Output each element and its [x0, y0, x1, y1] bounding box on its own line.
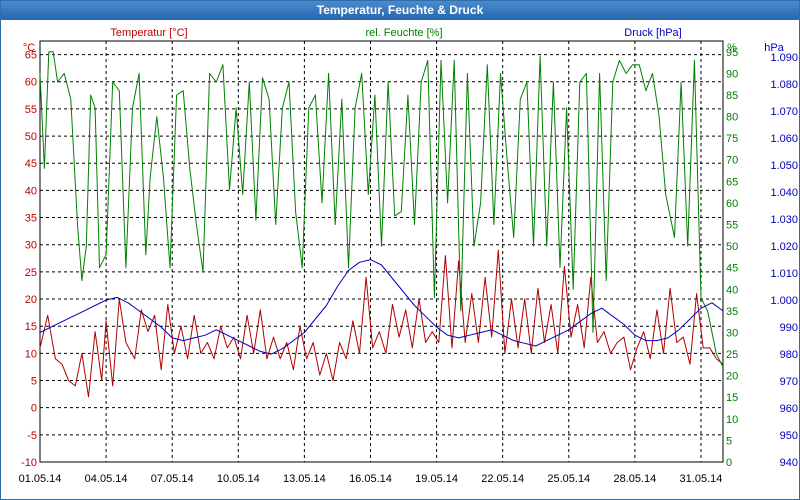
- pressure-tick-label: 1.050: [770, 160, 798, 172]
- x-tick-label: 01.05.14: [19, 473, 62, 485]
- humidity-tick-label: 60: [726, 198, 738, 210]
- pressure-tick-label: 1.000: [770, 295, 798, 307]
- temp-tick-label: 35: [25, 213, 37, 225]
- temp-tick-label: -10: [21, 457, 37, 469]
- humidity-tick-label: 45: [726, 263, 738, 275]
- x-tick-label: 13.05.14: [283, 473, 326, 485]
- temp-tick-label: 65: [25, 50, 37, 62]
- humidity-tick-label: 25: [726, 349, 738, 361]
- pressure-tick-label: 1.090: [770, 52, 798, 64]
- grid-lines: [40, 41, 723, 463]
- humidity-tick-label: 0: [726, 457, 732, 469]
- temp-tick-label: 40: [25, 185, 37, 197]
- humidity-tick-label: 65: [726, 176, 738, 188]
- window-title: Temperatur, Feuchte & Druck: [1, 1, 799, 20]
- legend-feuchte: rel. Feuchte [%]: [365, 27, 442, 39]
- temp-tick-label: -5: [27, 430, 37, 442]
- humidity-tick-label: 15: [726, 392, 738, 404]
- pressure-tick-label: 990: [780, 322, 798, 334]
- humidity-tick-label: 95: [726, 47, 738, 59]
- humidity-tick-label: 80: [726, 112, 738, 124]
- pressure-tick-label: 970: [780, 376, 798, 388]
- x-tick-label: 16.05.14: [349, 473, 392, 485]
- temp-unit-label: °C: [23, 42, 35, 54]
- humidity-tick-label: 35: [726, 306, 738, 318]
- temp-tick-label: 15: [25, 321, 37, 333]
- x-tick-label: 07.05.14: [151, 473, 194, 485]
- humidity-tick-label: 40: [726, 284, 738, 296]
- humidity-tick-label: 30: [726, 327, 738, 339]
- pressure-tick-label: 1.070: [770, 106, 798, 118]
- x-tick-label: 31.05.14: [680, 473, 723, 485]
- pressure-tick-label: 940: [780, 457, 798, 469]
- x-tick-label: 22.05.14: [481, 473, 524, 485]
- humidity-tick-label: 85: [726, 90, 738, 102]
- pressure-tick-label: 1.010: [770, 268, 798, 280]
- humidity-series-line: [39, 51, 724, 368]
- temp-tick-label: 10: [25, 348, 37, 360]
- temp-tick-label: 20: [25, 294, 37, 306]
- temp-tick-label: 0: [31, 403, 37, 415]
- temp-tick-label: 5: [31, 376, 37, 388]
- temp-tick-label: 45: [25, 158, 37, 170]
- humidity-tick-label: 55: [726, 220, 738, 232]
- x-tick-label: 19.05.14: [415, 473, 458, 485]
- x-tick-label: 04.05.14: [85, 473, 128, 485]
- pressure-tick-label: 960: [780, 403, 798, 415]
- humidity-tick-label: 5: [726, 435, 732, 447]
- legend-temperatur: Temperatur [°C]: [110, 27, 187, 39]
- temperature-series-line: [39, 249, 724, 398]
- legend-druck: Druck [hPa]: [624, 27, 681, 39]
- temp-tick-label: 55: [25, 104, 37, 116]
- humidity-unit-label: %: [727, 42, 737, 54]
- x-tick-label: 25.05.14: [547, 473, 590, 485]
- series-lines: [39, 51, 724, 398]
- pressure-tick-label: 1.020: [770, 241, 798, 253]
- pressure-tick-label: 980: [780, 349, 798, 361]
- plot-area: [39, 40, 724, 463]
- pressure-unit-label: hPa: [764, 42, 784, 54]
- x-tick-label: 10.05.14: [217, 473, 260, 485]
- axis-ticks: 01.05.14 04.05.14 07.05.14 10.05.14 13.05.14…: [19, 47, 798, 485]
- humidity-tick-label: 20: [726, 371, 738, 383]
- temp-tick-label: 60: [25, 77, 37, 89]
- pressure-tick-label: 1.040: [770, 187, 798, 199]
- x-tick-label: 28.05.14: [613, 473, 656, 485]
- temp-tick-label: 25: [25, 267, 37, 279]
- humidity-tick-label: 75: [726, 133, 738, 145]
- humidity-tick-label: 10: [726, 414, 738, 426]
- pressure-tick-label: 1.060: [770, 133, 798, 145]
- pressure-tick-label: 1.080: [770, 79, 798, 91]
- pressure-tick-label: 950: [780, 430, 798, 442]
- humidity-tick-label: 90: [726, 68, 738, 80]
- temp-tick-label: 50: [25, 131, 37, 143]
- temp-tick-label: 30: [25, 240, 37, 252]
- pressure-tick-label: 1.030: [770, 214, 798, 226]
- humidity-tick-label: 70: [726, 155, 738, 167]
- humidity-tick-label: 50: [726, 241, 738, 253]
- pressure-series-line: [39, 259, 724, 355]
